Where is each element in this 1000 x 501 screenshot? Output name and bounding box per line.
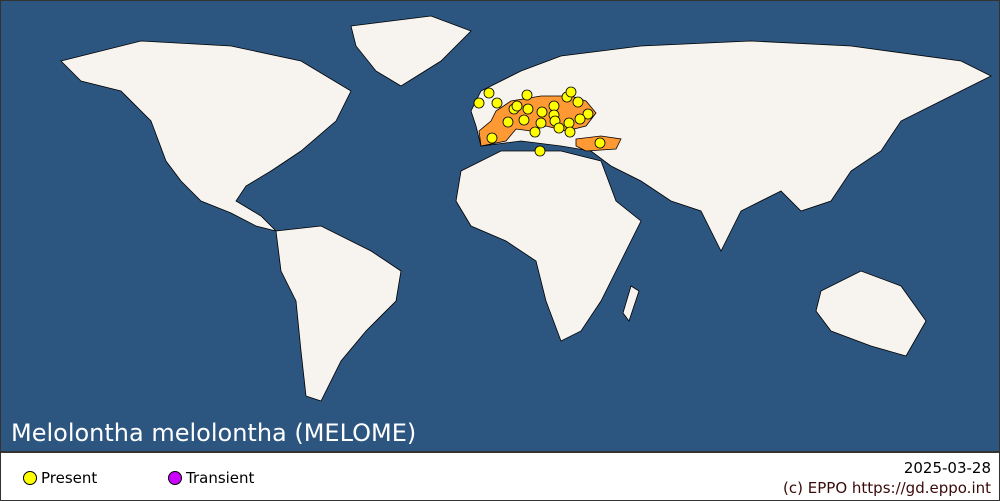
- legend-transient: Transient: [168, 469, 254, 487]
- present-point: [483, 87, 495, 99]
- present-point: [518, 114, 530, 126]
- present-point: [529, 126, 541, 138]
- map-title: Melolontha melolontha (MELOME): [11, 419, 417, 447]
- present-point: [534, 145, 546, 157]
- legend: Present Transient 2025-03-28 (c) EPPO ht…: [0, 452, 1000, 501]
- present-point: [582, 108, 594, 120]
- europe-asia: [470, 40, 992, 252]
- land-masses: [60, 15, 992, 402]
- south-america: [275, 225, 402, 402]
- copyright: (c) EPPO https://gd.eppo.int: [783, 479, 991, 497]
- present-points: [473, 86, 606, 157]
- transient-marker-icon: [168, 471, 182, 485]
- present-point: [572, 96, 584, 108]
- present-point: [564, 126, 576, 138]
- present-point: [565, 86, 577, 98]
- north-america: [60, 40, 352, 232]
- present-marker-icon: [23, 471, 37, 485]
- madagascar: [622, 285, 640, 322]
- present-point: [594, 137, 606, 149]
- africa: [455, 150, 642, 342]
- present-point: [473, 97, 485, 109]
- present-point: [511, 100, 523, 112]
- world-map[interactable]: Melolontha melolontha (MELOME): [0, 0, 1000, 452]
- legend-label: Present: [41, 469, 98, 487]
- present-point: [548, 100, 560, 112]
- present-point: [563, 117, 575, 129]
- present-point: [521, 89, 533, 101]
- present-point: [574, 113, 586, 125]
- present-point: [486, 132, 498, 144]
- legend-present: Present: [23, 469, 97, 487]
- present-point: [536, 106, 548, 118]
- present-point: [522, 103, 534, 115]
- map-canvas: [60, 15, 992, 402]
- present-point: [535, 117, 547, 129]
- present-point: [491, 97, 503, 109]
- present-point: [502, 116, 514, 128]
- australia: [815, 270, 927, 357]
- map-date: 2025-03-28: [903, 459, 991, 477]
- present-point: [553, 122, 565, 134]
- legend-label: Transient: [186, 469, 255, 487]
- greenland: [350, 15, 472, 87]
